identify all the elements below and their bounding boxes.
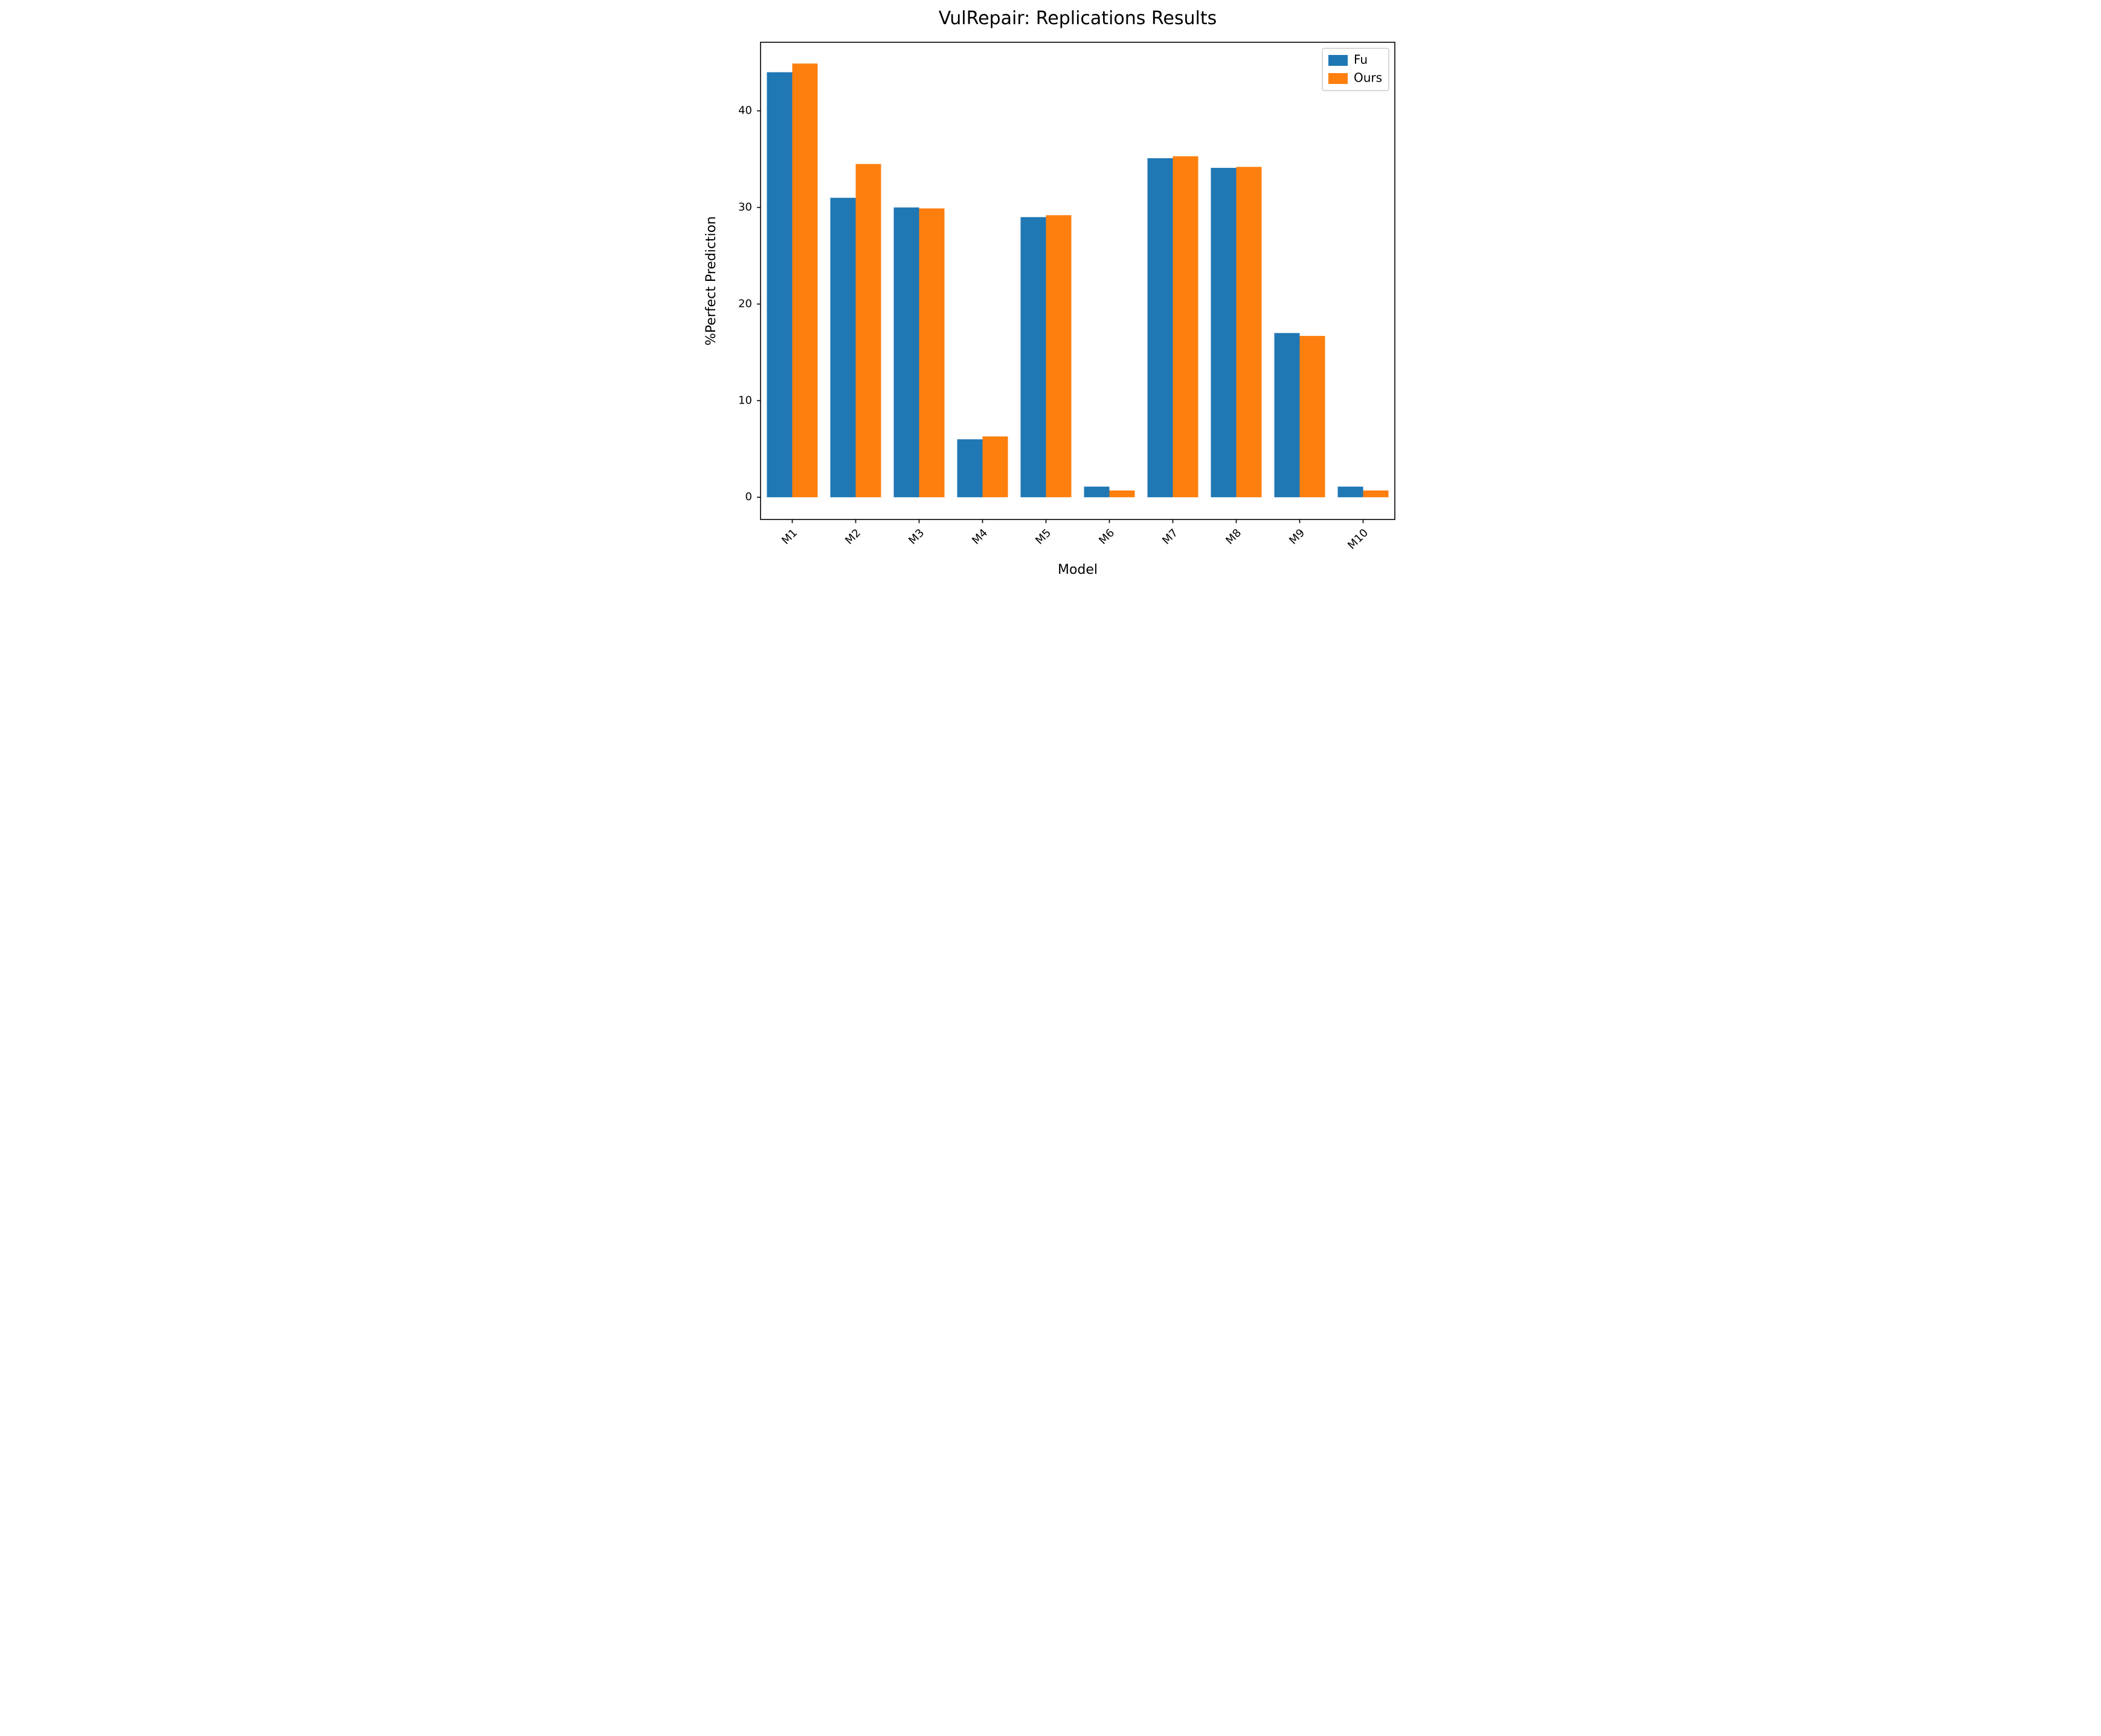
bar-fu-m1 — [767, 72, 793, 498]
bar-fu-m4 — [957, 439, 983, 497]
ytick-label: 10 — [738, 394, 752, 407]
ytick-label: 20 — [738, 297, 752, 310]
bar-ours-m8 — [1237, 167, 1262, 497]
xtick-label: M3 — [906, 527, 927, 547]
bar-fu-m8 — [1211, 168, 1237, 497]
bar-ours-m9 — [1300, 336, 1325, 497]
legend-label-fu: Fu — [1354, 53, 1368, 67]
x-axis-label: Model — [1058, 562, 1098, 577]
bar-ours-m4 — [983, 436, 1008, 497]
bar-ours-m5 — [1046, 215, 1072, 497]
bar-fu-m9 — [1275, 333, 1300, 497]
legend-label-ours: Ours — [1354, 71, 1382, 85]
xtick-label: M8 — [1223, 527, 1244, 547]
xtick-label: M10 — [1345, 527, 1371, 552]
legend-swatch-fu — [1328, 55, 1348, 66]
bar-chart: 0 10 20 30 40 M1 M2 M3 M4 M5 M6 M7 M8 M9 M10 Model %Perf… — [688, 0, 1413, 598]
bar-fu-m2 — [831, 198, 856, 497]
xtick-label: M5 — [1033, 527, 1054, 547]
bar-fu-m5 — [1021, 217, 1046, 497]
ytick-label: 30 — [738, 201, 752, 213]
ytick-label: 40 — [738, 104, 752, 117]
xtick-label: M1 — [779, 527, 800, 547]
bar-ours-m7 — [1173, 156, 1199, 498]
bar-ours-m2 — [856, 164, 881, 497]
bar-ours-m10 — [1363, 490, 1389, 497]
xtick-label: M4 — [970, 527, 990, 547]
legend-swatch-ours — [1328, 73, 1348, 84]
xtick-label: M9 — [1287, 527, 1307, 547]
bar-ours-m3 — [919, 208, 945, 497]
bar-fu-m6 — [1084, 487, 1110, 498]
bar-fu-m7 — [1148, 158, 1173, 497]
xtick-label: M6 — [1096, 527, 1117, 547]
y-axis-label: %Perfect Prediction — [704, 216, 719, 346]
chart-title: VulRepair: Replications Results — [939, 8, 1217, 29]
legend: Fu Ours — [1322, 48, 1389, 91]
xtick-label: M2 — [843, 527, 863, 547]
bar-fu-m10 — [1338, 487, 1363, 498]
chart-svg: 0 10 20 30 40 M1 M2 M3 M4 M5 M6 M7 M8 M9 M10 Model %Perf… — [688, 0, 1413, 598]
ytick-label: 0 — [745, 490, 752, 503]
xtick-label: M7 — [1160, 527, 1180, 547]
bar-ours-m6 — [1110, 490, 1135, 497]
bar-ours-m1 — [793, 63, 818, 497]
bar-fu-m3 — [894, 207, 919, 497]
